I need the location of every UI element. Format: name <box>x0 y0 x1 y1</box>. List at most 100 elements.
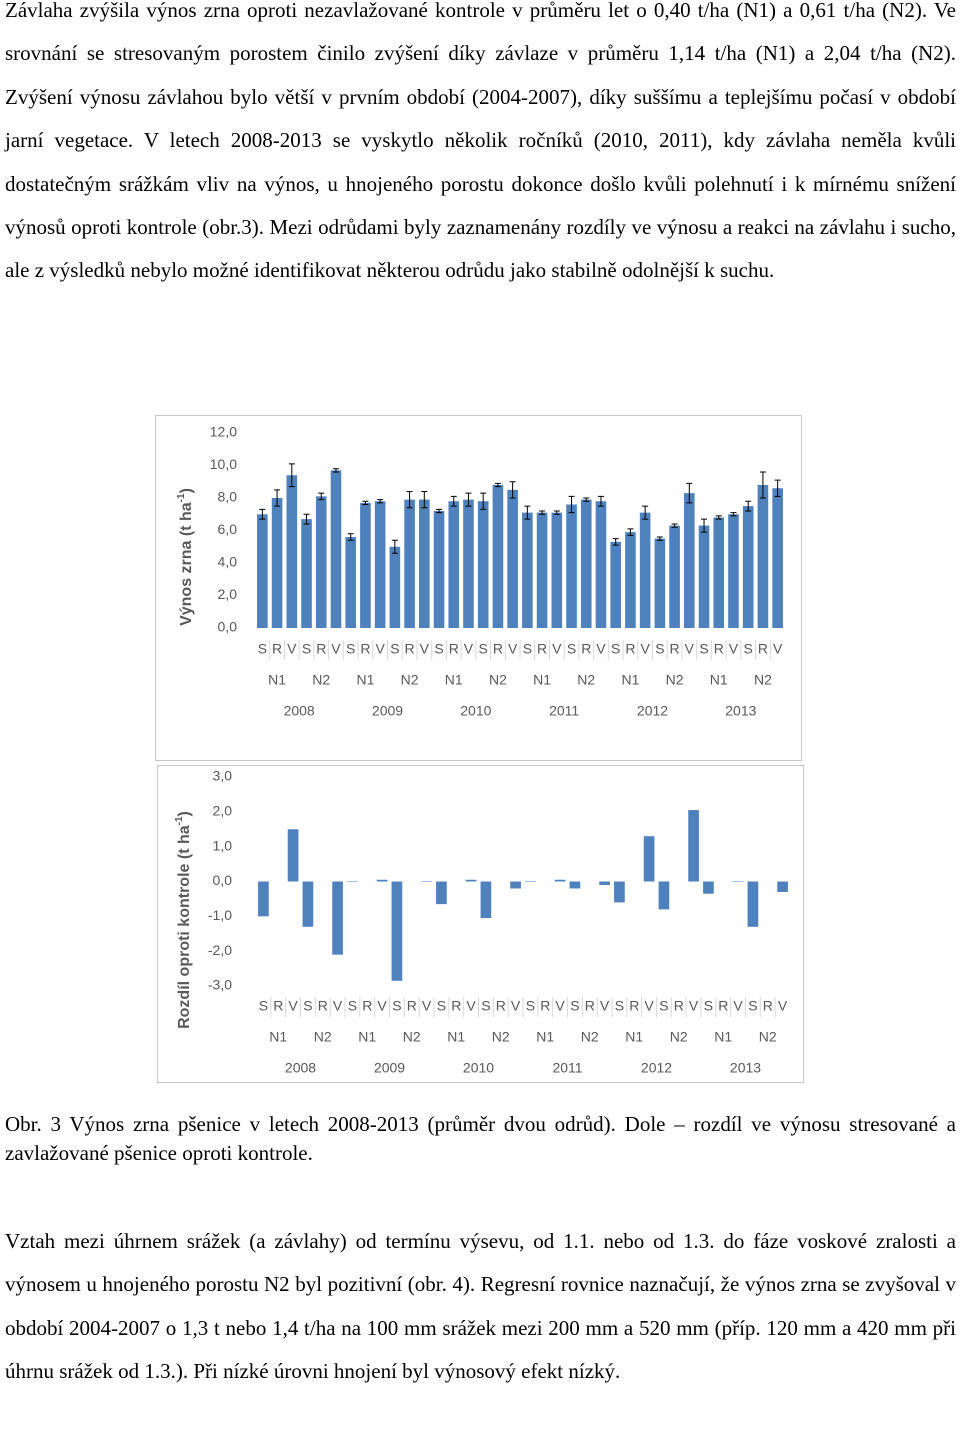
group-label: N1 <box>269 1029 287 1045</box>
year-label: 2008 <box>285 1060 316 1076</box>
x-tick-label: S <box>437 998 446 1014</box>
bar <box>301 519 312 628</box>
x-tick-label: R <box>405 641 415 657</box>
bar <box>554 879 566 882</box>
x-tick-label: R <box>493 641 503 657</box>
year-label: 2011 <box>552 1060 582 1076</box>
bar <box>757 485 769 628</box>
error-bar <box>686 482 693 504</box>
paragraph: Závlaha zvýšila výnos zrna oproti nezavl… <box>5 0 956 283</box>
bar <box>688 810 699 882</box>
x-tick-label: V <box>555 998 565 1014</box>
x-tick-label: V <box>778 998 788 1014</box>
error-bar <box>539 510 546 515</box>
y-axis-title-part: Výnos zrna (t ha <box>178 502 195 626</box>
chart-frame <box>157 765 804 1083</box>
group-label: N1 <box>447 1029 465 1045</box>
bar <box>374 501 386 628</box>
year-label: 2013 <box>725 703 756 719</box>
bar <box>448 501 460 628</box>
bar <box>551 512 563 628</box>
year-label: 2012 <box>637 703 668 719</box>
error-bar <box>583 497 590 502</box>
error-bar <box>759 471 766 499</box>
x-tick-label: V <box>729 641 739 657</box>
x-tick-label: V <box>464 641 474 657</box>
x-tick-label: R <box>625 641 635 657</box>
bar <box>777 881 788 892</box>
bar <box>465 879 477 882</box>
group-label: N2 <box>403 1029 421 1045</box>
bar <box>639 512 651 628</box>
bar <box>404 499 415 628</box>
bar <box>286 475 298 628</box>
y-tick-label: 6,0 <box>218 521 238 537</box>
group-label: N1 <box>536 1029 554 1045</box>
x-tick-label: R <box>540 998 550 1014</box>
bar <box>257 514 268 628</box>
group-label: N1 <box>621 672 639 688</box>
x-tick-label: S <box>748 998 757 1014</box>
error-bar <box>597 495 604 507</box>
error-bar <box>274 489 281 507</box>
caption: Obr. 3 Výnos zrna pšenice v letech 2008-… <box>5 1112 956 1165</box>
bar <box>525 881 536 882</box>
bar <box>360 502 371 628</box>
bar <box>510 881 521 889</box>
bar <box>536 512 548 628</box>
bar <box>669 525 680 628</box>
x-tick-label: V <box>377 998 387 1014</box>
error-bar <box>568 495 575 514</box>
x-tick-label: V <box>287 641 297 657</box>
year-label: 2013 <box>730 1060 761 1076</box>
error-bar <box>391 539 398 554</box>
y-axis-title-part: ) <box>178 488 195 493</box>
bar <box>580 499 592 628</box>
group-label: N2 <box>489 672 507 688</box>
group-label: N2 <box>401 672 419 688</box>
chart: 0,0 2,0 4,0 6,0 8,0 10,0 12,0 Výnos zrna (t ha-… <box>155 415 802 761</box>
y-tick-label: -1,0 <box>208 907 232 923</box>
x-tick-label: S <box>699 641 708 657</box>
bar <box>732 881 744 882</box>
error-bar <box>715 515 722 520</box>
bar <box>330 470 342 628</box>
bar <box>433 511 445 628</box>
bar <box>287 829 299 882</box>
bar <box>703 881 714 894</box>
x-tick-label: V <box>511 998 521 1014</box>
error-bar <box>524 505 531 520</box>
x-tick-label: V <box>288 998 298 1014</box>
error-bar <box>406 491 413 509</box>
year-label: 2010 <box>463 1060 494 1076</box>
error-bar <box>436 508 443 514</box>
x-tick-label: S <box>523 641 532 657</box>
year-label: 2009 <box>372 703 403 719</box>
x-tick-label: S <box>659 998 668 1014</box>
x-tick-label: S <box>655 641 664 657</box>
group-label: N1 <box>710 672 728 688</box>
x-tick-label: R <box>670 641 680 657</box>
error-bar <box>421 491 428 509</box>
x-tick-label: V <box>773 641 783 657</box>
error-bar <box>730 512 737 517</box>
group-label: N1 <box>268 672 286 688</box>
x-tick-label: S <box>570 998 579 1014</box>
x-tick-label: S <box>258 641 267 657</box>
x-tick-label: R <box>758 641 768 657</box>
y-tick-label: 8,0 <box>218 489 238 505</box>
x-tick-label: R <box>718 998 728 1014</box>
x-tick-label: S <box>302 641 311 657</box>
x-tick-label: S <box>481 998 490 1014</box>
year-label: 2009 <box>374 1060 405 1076</box>
y-axis-title-part: -1 <box>174 816 185 825</box>
bar <box>742 506 754 628</box>
x-tick-label: V <box>552 641 562 657</box>
error-bar <box>259 508 266 520</box>
bar <box>728 514 739 628</box>
x-tick-label: S <box>392 998 401 1014</box>
x-tick-label: R <box>496 998 506 1014</box>
bar <box>625 532 636 628</box>
bar <box>684 493 695 628</box>
